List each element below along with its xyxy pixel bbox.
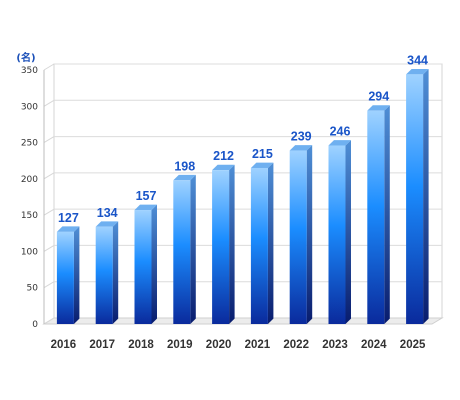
- y-tick-label: 0: [32, 320, 38, 330]
- bar-2019: [173, 174, 196, 324]
- value-label: 215: [252, 147, 273, 161]
- value-label: 157: [136, 189, 157, 203]
- value-label: 294: [368, 90, 389, 104]
- y-tick-label: 350: [21, 66, 38, 76]
- value-labels: 127 134 157 198 212 215 239 246 294 344: [58, 53, 428, 224]
- y-tick-label: 200: [21, 175, 38, 185]
- x-tick-label: 2024: [361, 339, 387, 351]
- value-label: 134: [97, 206, 118, 220]
- bar-side: [384, 105, 390, 325]
- x-tick-label: 2023: [322, 339, 348, 351]
- bar-2022: [289, 145, 313, 324]
- x-tick-label: 2020: [206, 339, 232, 351]
- bar-front: [328, 145, 346, 324]
- bar-front: [367, 110, 385, 324]
- y-tick-label: 100: [21, 247, 38, 257]
- bar-front: [134, 210, 152, 324]
- bar-front: [173, 180, 191, 324]
- x-tick-label: 2022: [283, 339, 309, 351]
- x-tick-label: 2016: [51, 339, 77, 351]
- bar-top: [289, 145, 313, 151]
- bar-2016: [56, 226, 80, 324]
- y-tick-label: 250: [21, 139, 38, 149]
- bar-2017: [95, 221, 119, 324]
- bar-top: [134, 204, 157, 211]
- grid-line-side: [43, 281, 55, 289]
- bar-top: [328, 140, 351, 146]
- bar-front: [289, 150, 307, 324]
- grid-line-side: [43, 317, 55, 325]
- bar-front: [406, 74, 424, 325]
- y-tick-label: 300: [21, 102, 38, 112]
- bar-side: [345, 140, 351, 324]
- x-tick-label: 2018: [128, 339, 154, 351]
- bar-top: [56, 226, 80, 232]
- x-tick-label: 2021: [245, 339, 271, 351]
- value-label: 212: [213, 149, 234, 163]
- grid-line-side: [43, 208, 55, 216]
- bar-top: [173, 174, 196, 181]
- bar-side: [423, 68, 429, 324]
- bar-2021: [250, 162, 274, 324]
- value-label: 239: [291, 130, 312, 144]
- y-axis: 0 50 100 150 200 250 300 350: [21, 66, 45, 330]
- y-tick-label: 150: [21, 211, 38, 221]
- bar-side: [112, 221, 119, 324]
- bar-2018: [134, 204, 157, 324]
- bar-top: [95, 221, 119, 227]
- value-label: 246: [330, 124, 351, 138]
- bar-side: [151, 204, 157, 324]
- x-tick-label: 2025: [400, 339, 426, 351]
- grid-line-side: [43, 99, 55, 107]
- bar-side: [73, 226, 80, 324]
- bar-2025: [406, 68, 429, 325]
- value-label: 127: [58, 211, 79, 225]
- grid-line-side: [43, 63, 55, 71]
- bar-side: [190, 174, 196, 324]
- y-axis-unit-label: (名): [16, 51, 35, 64]
- bar-front: [56, 231, 74, 324]
- y-tick-label: 50: [27, 284, 39, 294]
- bar-2020: [212, 164, 235, 324]
- bar-2023: [328, 140, 351, 324]
- bar-top: [250, 162, 274, 168]
- bar-top: [212, 164, 235, 171]
- bar-top: [367, 105, 390, 111]
- value-label: 344: [407, 53, 428, 67]
- grid-line-side: [43, 136, 55, 144]
- x-tick-label: 2017: [89, 339, 115, 351]
- bar-top: [406, 68, 429, 75]
- x-tick-label: 2019: [167, 339, 193, 351]
- bar-side: [229, 164, 235, 324]
- bar-side: [306, 145, 313, 324]
- value-label: 198: [174, 159, 195, 173]
- x-axis-labels: 2016 2017 2018 2019 2020 2021 2022 2023 2024 2025: [51, 339, 426, 351]
- bar-front: [250, 167, 268, 324]
- bar-side: [267, 162, 274, 324]
- grid-line-side: [43, 172, 55, 180]
- bars: [56, 68, 429, 325]
- bar-front: [95, 226, 113, 324]
- bar-front: [212, 170, 230, 324]
- grid-line-side: [43, 244, 55, 252]
- bar-2024: [367, 105, 390, 325]
